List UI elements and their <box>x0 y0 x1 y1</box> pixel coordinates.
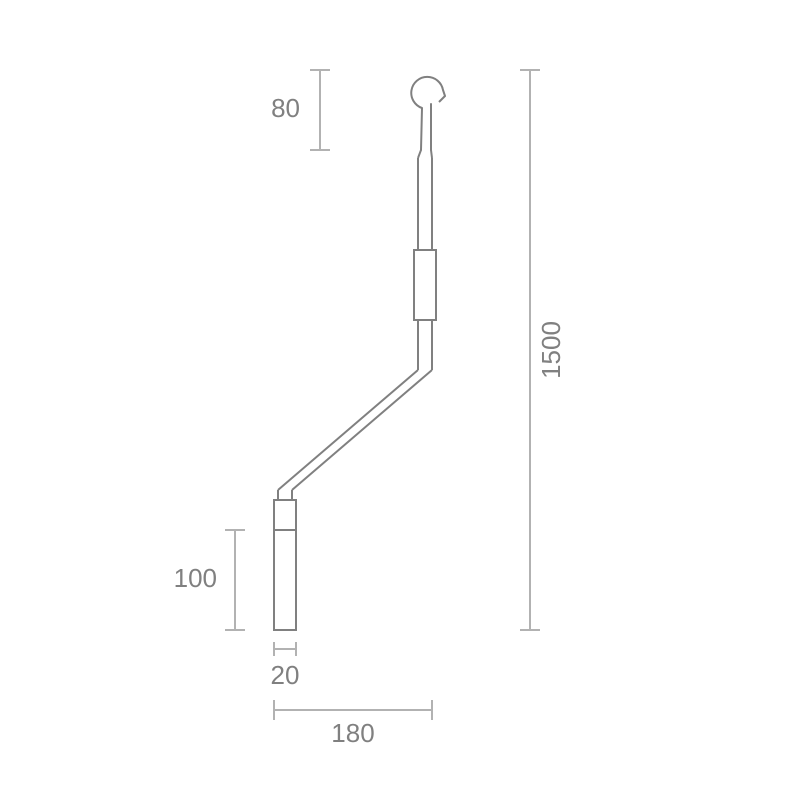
handle <box>274 530 296 630</box>
dim-offset-width: 180 <box>331 718 374 748</box>
dim-total-height: 1500 <box>536 321 566 379</box>
dim-handle-height: 100 <box>174 563 217 593</box>
collar-upper <box>414 250 436 320</box>
dim-hook-height: 80 <box>271 93 300 123</box>
dim-handle-width: 20 <box>271 660 300 690</box>
collar-lower <box>274 500 296 530</box>
